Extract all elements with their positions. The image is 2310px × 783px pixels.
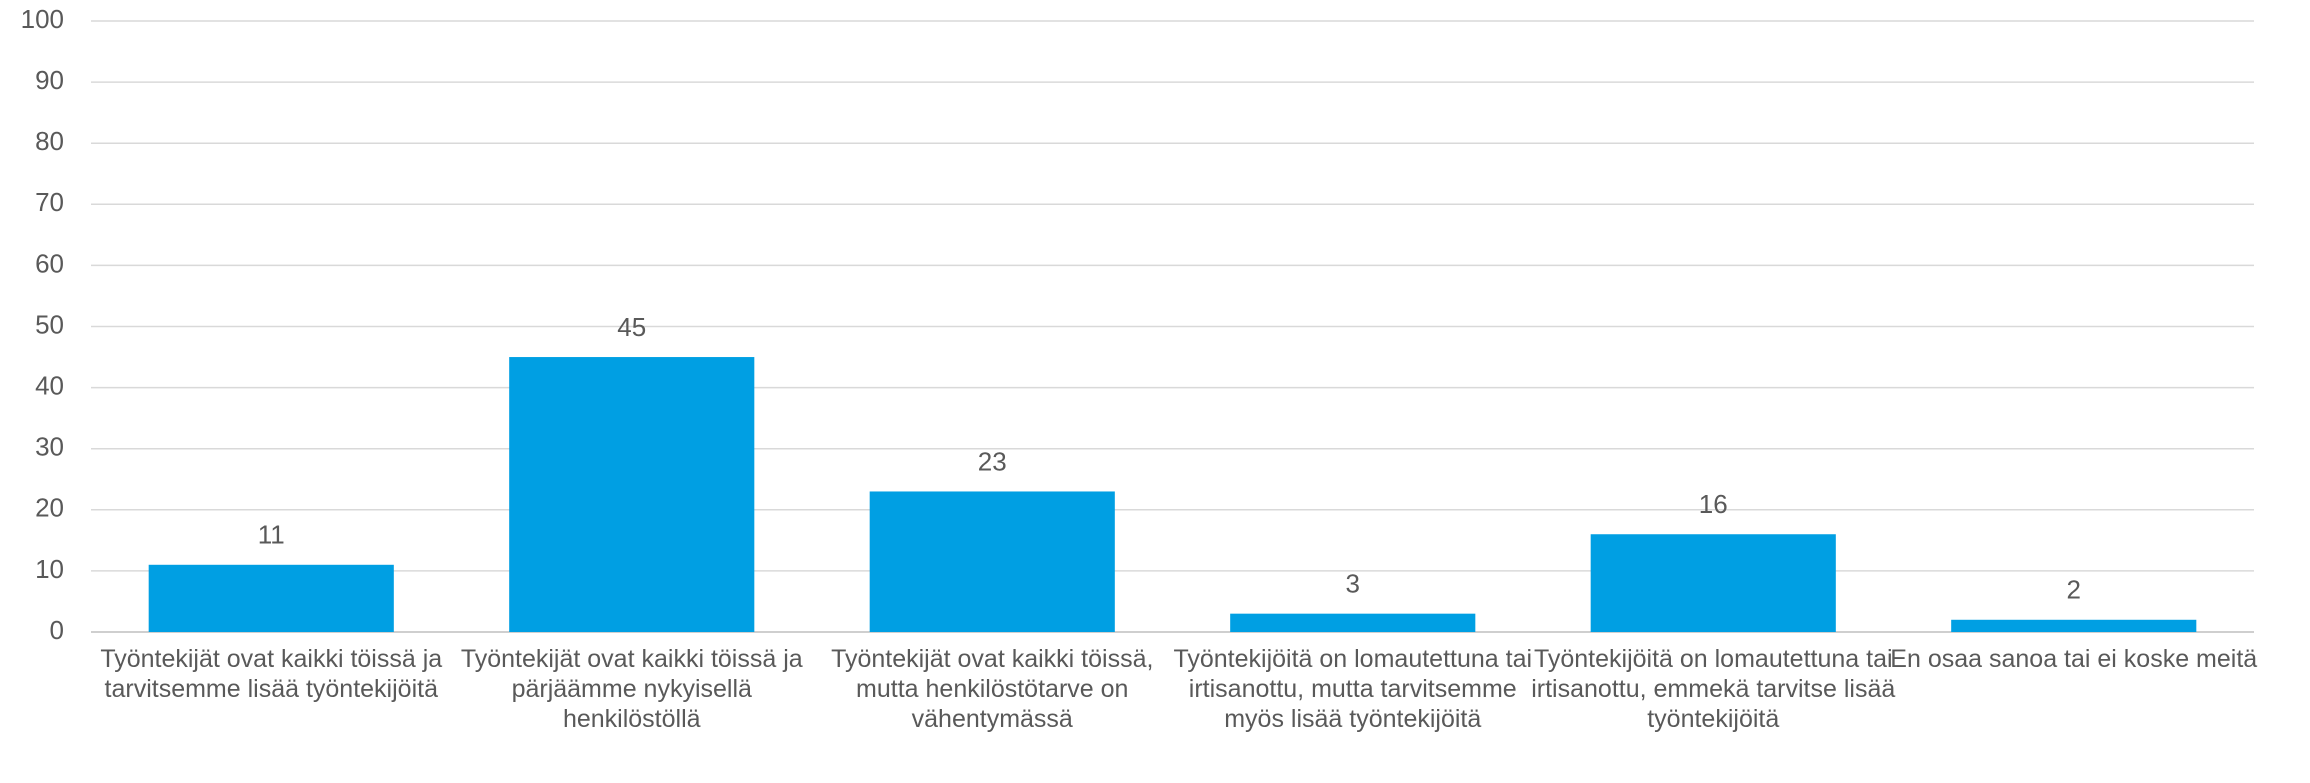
x-tick-label: En osaa sanoa tai ei koske meitä xyxy=(1890,645,2258,673)
bar xyxy=(869,491,1115,632)
x-tick-label: Työntekijöitä on lomautettuna tai irtisa… xyxy=(1173,645,1533,733)
data-label: 2 xyxy=(2067,575,2081,605)
y-tick-label: 100 xyxy=(21,4,64,34)
y-tick-label: 40 xyxy=(35,370,64,400)
y-tick-label: 60 xyxy=(35,248,64,278)
bar xyxy=(1590,534,1836,632)
y-tick-label: 90 xyxy=(35,65,64,95)
x-tick-label: Työntekijät ovat kaikki töissä, mutta he… xyxy=(831,645,1154,733)
bar xyxy=(509,357,755,632)
data-label: 23 xyxy=(978,446,1007,476)
x-tick-label: Työntekijöitä on lomautettuna tai irtisa… xyxy=(1531,645,1896,733)
y-tick-label: 0 xyxy=(50,615,64,645)
y-tick-label: 20 xyxy=(35,493,64,523)
y-tick-label: 70 xyxy=(35,187,64,217)
data-label: 16 xyxy=(1699,489,1728,519)
bar xyxy=(148,564,394,632)
bar xyxy=(1951,619,2197,632)
data-label: 11 xyxy=(258,520,285,550)
y-tick-label: 30 xyxy=(35,432,64,462)
y-tick-label: 10 xyxy=(35,554,64,584)
data-label: 45 xyxy=(617,312,646,342)
bar xyxy=(1230,613,1476,632)
y-tick-label: 50 xyxy=(35,309,64,339)
x-tick-label: Työntekijät ovat kaikki töissä ja pärjää… xyxy=(460,645,803,733)
y-tick-label: 80 xyxy=(35,126,64,156)
data-label: 3 xyxy=(1346,569,1360,599)
x-tick-label: Työntekijät ovat kaikki töissä ja tarvit… xyxy=(100,645,443,703)
